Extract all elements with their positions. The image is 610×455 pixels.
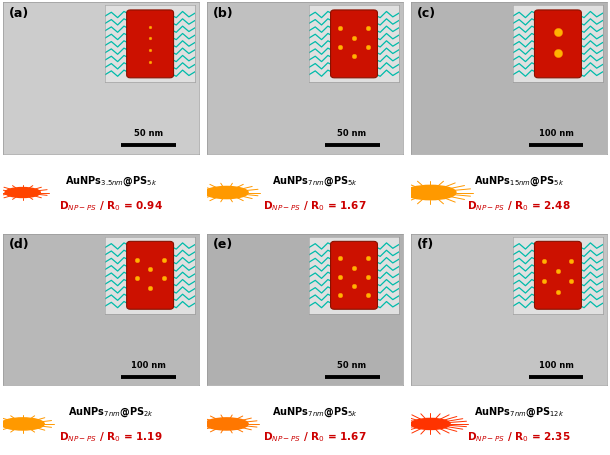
Text: (f): (f) <box>417 238 434 251</box>
Text: (c): (c) <box>417 7 436 20</box>
Text: (e): (e) <box>213 238 233 251</box>
Circle shape <box>411 419 450 430</box>
Text: AuNPs$_{7nm}$@PS$_{2k}$: AuNPs$_{7nm}$@PS$_{2k}$ <box>68 405 154 419</box>
Text: 100 nm: 100 nm <box>539 129 573 138</box>
Text: (a): (a) <box>9 7 29 20</box>
Text: AuNPs$_{15nm}$@PS$_{5k}$: AuNPs$_{15nm}$@PS$_{5k}$ <box>473 174 564 187</box>
Circle shape <box>205 187 248 199</box>
Text: D$_{NP-PS}$ / R$_0$ = 1.67: D$_{NP-PS}$ / R$_0$ = 1.67 <box>263 430 367 444</box>
Text: 50 nm: 50 nm <box>134 129 163 138</box>
Text: 100 nm: 100 nm <box>539 361 573 370</box>
Text: D$_{NP-PS}$ / R$_0$ = 2.48: D$_{NP-PS}$ / R$_0$ = 2.48 <box>467 199 570 212</box>
Text: D$_{NP-PS}$ / R$_0$ = 1.67: D$_{NP-PS}$ / R$_0$ = 1.67 <box>263 199 367 212</box>
Text: AuNPs$_{3.5nm}$@PS$_{5k}$: AuNPs$_{3.5nm}$@PS$_{5k}$ <box>65 174 157 187</box>
Text: 50 nm: 50 nm <box>337 361 367 370</box>
Circle shape <box>5 187 40 197</box>
Text: AuNPs$_{7nm}$@PS$_{5k}$: AuNPs$_{7nm}$@PS$_{5k}$ <box>272 405 357 419</box>
Circle shape <box>1 418 44 430</box>
Text: AuNPs$_{7nm}$@PS$_{12k}$: AuNPs$_{7nm}$@PS$_{12k}$ <box>473 405 564 419</box>
Circle shape <box>205 418 248 430</box>
Text: AuNPs$_{7nm}$@PS$_{5k}$: AuNPs$_{7nm}$@PS$_{5k}$ <box>272 174 357 187</box>
Text: (b): (b) <box>213 7 234 20</box>
Text: 50 nm: 50 nm <box>337 129 367 138</box>
Text: D$_{NP-PS}$ / R$_0$ = 0.94: D$_{NP-PS}$ / R$_0$ = 0.94 <box>59 199 163 212</box>
Circle shape <box>405 185 456 200</box>
Text: D$_{NP-PS}$ / R$_0$ = 1.19: D$_{NP-PS}$ / R$_0$ = 1.19 <box>59 430 163 444</box>
Text: (d): (d) <box>9 238 29 251</box>
Text: 100 nm: 100 nm <box>131 361 165 370</box>
Text: D$_{NP-PS}$ / R$_0$ = 2.35: D$_{NP-PS}$ / R$_0$ = 2.35 <box>467 430 570 444</box>
